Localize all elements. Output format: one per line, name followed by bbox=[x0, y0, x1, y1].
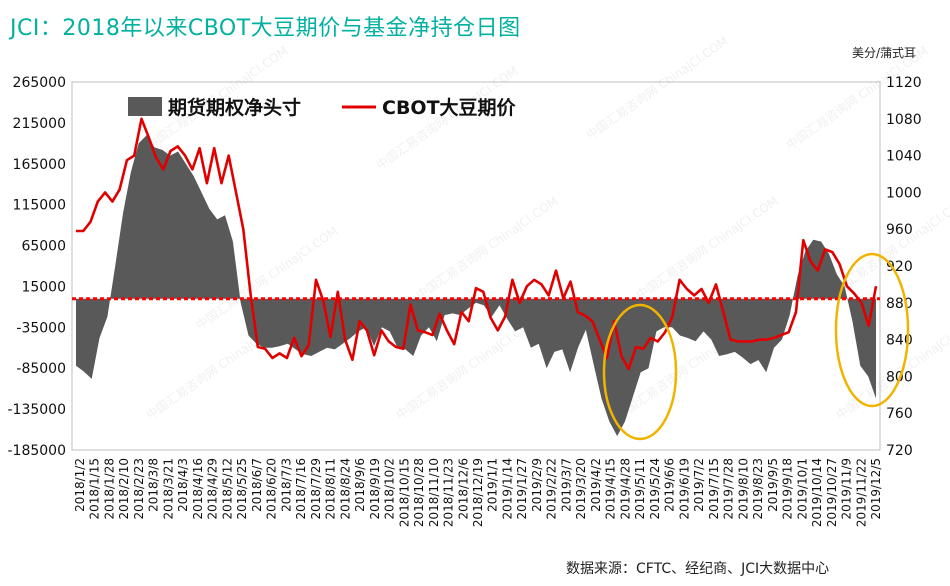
x-tick-label: 2018/9/19 bbox=[368, 458, 382, 520]
x-tick-label: 2019/2/9 bbox=[530, 458, 544, 512]
watermark-text: 中国汇易咨询网 ChinaJCI.COM bbox=[633, 193, 780, 303]
x-tick-label: 2018/4/29 bbox=[206, 458, 220, 520]
x-tick-label: 2019/8/23 bbox=[751, 458, 765, 520]
x-tick-label: 2018/9/6 bbox=[353, 458, 367, 512]
x-tick-label: 2018/2/23 bbox=[132, 458, 146, 520]
watermark-text: 中国汇易咨询网 ChinaJCI.COM bbox=[413, 193, 560, 303]
chart-title: JCI：2018年以来CBOT大豆期价与基金净持仓日图 bbox=[10, 16, 521, 41]
x-tick-label: 2018/8/11 bbox=[324, 458, 338, 520]
x-tick-label: 2019/10/1 bbox=[795, 458, 809, 520]
right-tick-label: 1120 bbox=[886, 75, 922, 91]
x-tick-label: 2019/1/27 bbox=[515, 458, 529, 520]
right-tick-label: 840 bbox=[886, 333, 913, 349]
plot-frame bbox=[71, 81, 881, 451]
x-tick-label: 2018/5/12 bbox=[220, 458, 234, 520]
right-tick-label: 880 bbox=[886, 296, 913, 312]
x-tick-label: 2019/4/2 bbox=[589, 458, 603, 512]
watermark-text: 中国汇易咨询网 ChinaJCI.COM bbox=[583, 33, 730, 143]
right-tick-label: 920 bbox=[886, 259, 913, 275]
x-tick-label: 2019/11/9 bbox=[840, 458, 854, 520]
x-tick-label: 2019/6/6 bbox=[663, 458, 677, 512]
x-tick-label: 2018/11/10 bbox=[427, 458, 441, 527]
x-tick-label: 2018/3/8 bbox=[147, 458, 161, 512]
x-tick-label: 2018/11/23 bbox=[442, 458, 456, 527]
highlight-ellipse bbox=[834, 252, 910, 408]
x-tick-label: 2019/2/22 bbox=[545, 458, 559, 520]
legend-label-line: CBOT大豆期价 bbox=[382, 96, 517, 119]
x-tick-label: 2019/10/14 bbox=[810, 458, 824, 527]
legend-label-area: 期货期权净头寸 bbox=[168, 96, 301, 119]
x-tick-label: 2018/12/19 bbox=[471, 458, 485, 527]
right-tick-label: 960 bbox=[886, 222, 913, 238]
left-tick-label: -35000 bbox=[16, 320, 66, 336]
x-tick-label: 2018/12/6 bbox=[456, 458, 470, 520]
x-tick-label: 2018/3/21 bbox=[161, 458, 175, 520]
legend: 期货期权净头寸 CBOT大豆期价 bbox=[128, 96, 517, 119]
x-tick-label: 2019/9/18 bbox=[781, 458, 795, 520]
left-tick-label: 215000 bbox=[13, 116, 66, 132]
x-tick-label: 2019/8/10 bbox=[736, 458, 750, 520]
right-tick-label: 1040 bbox=[886, 149, 922, 165]
left-tick-label: -135000 bbox=[8, 402, 67, 418]
x-tick-label: 2019/4/15 bbox=[604, 458, 618, 520]
x-tick-label: 2018/8/24 bbox=[338, 458, 352, 520]
x-tick-label: 2019/10/27 bbox=[825, 458, 839, 527]
left-tick-label: -185000 bbox=[8, 443, 67, 459]
x-tick-label: 2019/7/15 bbox=[707, 458, 721, 520]
x-tick-label: 2019/5/24 bbox=[648, 458, 662, 520]
right-tick-label: 1080 bbox=[886, 112, 922, 128]
x-tick-label: 2018/7/16 bbox=[294, 458, 308, 520]
highlight-ellipse bbox=[602, 303, 678, 441]
x-tick-label: 2018/5/25 bbox=[235, 458, 249, 520]
x-tick-label: 2019/1/1 bbox=[486, 458, 500, 512]
x-tick-label: 2018/10/15 bbox=[397, 458, 411, 527]
x-tick-label: 2019/7/2 bbox=[692, 458, 706, 512]
left-tick-label: 65000 bbox=[21, 239, 66, 255]
x-tick-label: 2018/4/3 bbox=[176, 458, 190, 512]
x-tick-label: 2019/11/22 bbox=[854, 458, 868, 527]
soybean-price-line bbox=[76, 117, 878, 371]
watermark-text: 中国汇易咨询网 ChinaJCI.COM bbox=[783, 43, 930, 153]
left-tick-label: 15000 bbox=[21, 279, 66, 295]
net-position-area bbox=[76, 135, 876, 437]
x-tick-label: 2019/3/7 bbox=[559, 458, 573, 512]
left-tick-label: -85000 bbox=[16, 361, 66, 377]
x-tick-label: 2019/4/28 bbox=[618, 458, 632, 520]
left-tick-label: 165000 bbox=[13, 157, 66, 173]
left-tick-label: 115000 bbox=[13, 198, 66, 214]
x-tick-label: 2018/4/16 bbox=[191, 458, 205, 520]
source-note: 数据来源：CFTC、经纪商、JCI大数据中心 bbox=[566, 561, 830, 577]
x-tick-label: 2019/6/19 bbox=[677, 458, 691, 520]
x-tick-label: 2018/6/20 bbox=[265, 458, 279, 520]
x-tick-label: 2019/12/5 bbox=[869, 458, 883, 520]
x-tick-label: 2019/3/20 bbox=[574, 458, 588, 520]
x-tick-label: 2018/2/10 bbox=[117, 458, 131, 520]
x-tick-label: 2019/9/5 bbox=[766, 458, 780, 512]
x-tick-label: 2018/10/2 bbox=[383, 458, 397, 520]
x-tick-label: 2018/1/2 bbox=[73, 458, 87, 512]
x-tick-label: 2018/6/7 bbox=[250, 458, 264, 512]
left-tick-label: 265000 bbox=[13, 75, 66, 91]
x-tick-label: 2019/5/11 bbox=[633, 458, 647, 520]
x-tick-label: 2018/10/28 bbox=[412, 458, 426, 527]
x-tick-label: 2018/1/15 bbox=[88, 458, 102, 520]
x-tick-label: 2018/1/28 bbox=[102, 458, 116, 520]
right-axis-unit: 美分/蒲式耳 bbox=[852, 46, 917, 60]
x-tick-label: 2018/7/3 bbox=[279, 458, 293, 512]
x-tick-label: 2019/7/28 bbox=[722, 458, 736, 520]
x-tick-label: 2019/1/14 bbox=[500, 458, 514, 520]
right-tick-label: 720 bbox=[886, 443, 913, 459]
legend-swatch-area bbox=[128, 97, 162, 116]
x-tick-label: 2018/7/29 bbox=[309, 458, 323, 520]
right-tick-label: 760 bbox=[886, 406, 913, 422]
right-tick-label: 1000 bbox=[886, 185, 922, 201]
